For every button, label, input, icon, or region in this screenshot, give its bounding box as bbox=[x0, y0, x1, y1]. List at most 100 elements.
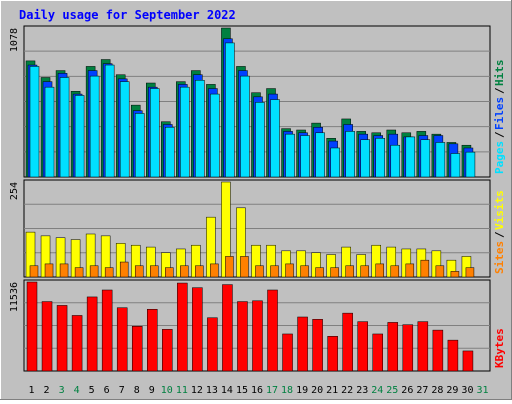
bar-sites bbox=[59, 263, 69, 278]
bar-sites bbox=[104, 267, 114, 278]
bar-sites bbox=[44, 263, 54, 278]
day-label: 31 bbox=[476, 385, 488, 396]
day-label: 12 bbox=[191, 385, 203, 396]
bar-pages bbox=[44, 86, 55, 178]
legend-hits: Hits bbox=[493, 60, 506, 87]
bar-sites bbox=[195, 265, 204, 278]
bar-kbytes bbox=[192, 287, 203, 372]
bar-sites bbox=[255, 265, 264, 278]
bar-pages bbox=[315, 132, 325, 178]
legend-kbytes: KBytes bbox=[493, 328, 506, 368]
bar-sites bbox=[435, 265, 445, 278]
day-label: 30 bbox=[461, 385, 473, 396]
bar-sites bbox=[420, 259, 430, 278]
bar-kbytes bbox=[162, 329, 173, 372]
day-label: 7 bbox=[119, 385, 125, 396]
bar-pages bbox=[89, 75, 100, 178]
bar-kbytes bbox=[327, 336, 338, 372]
bar-sites bbox=[375, 263, 384, 278]
bar-kbytes bbox=[147, 309, 158, 372]
day-label: 21 bbox=[326, 385, 338, 396]
bar-sites bbox=[225, 256, 234, 278]
bar-pages bbox=[29, 66, 40, 178]
bar-pages bbox=[450, 153, 461, 178]
day-label: 5 bbox=[89, 385, 95, 396]
day-label: 8 bbox=[134, 385, 140, 396]
bar-pages bbox=[420, 139, 431, 178]
day-label: 28 bbox=[431, 385, 443, 396]
bar-kbytes bbox=[101, 289, 113, 372]
bar-sites bbox=[29, 265, 39, 278]
y-max-label: 254 bbox=[9, 182, 20, 200]
day-label: 13 bbox=[206, 385, 218, 396]
bar-kbytes bbox=[207, 317, 218, 372]
y-max-label: 11536 bbox=[9, 282, 20, 312]
bar-pages bbox=[225, 42, 235, 178]
day-label: 10 bbox=[161, 385, 173, 396]
bar-sites bbox=[89, 265, 99, 278]
bar-sites bbox=[465, 267, 475, 278]
bar-sites bbox=[180, 265, 189, 278]
day-label: 11 bbox=[176, 385, 188, 396]
bar-kbytes bbox=[86, 296, 98, 372]
bar-pages bbox=[74, 95, 85, 178]
panel-kbytes: 11536 KBytes bbox=[9, 279, 506, 372]
bar-kbytes bbox=[222, 284, 233, 372]
bar-kbytes bbox=[312, 319, 323, 372]
bar-sites bbox=[74, 267, 84, 278]
x-axis-labels: 1 2 3 4 5 6 7 8 9 10 11 12 13 14 15 16 17 18 19 20 21 22 23 24 2… bbox=[29, 385, 489, 396]
bar-sites bbox=[285, 263, 294, 278]
bar-kbytes bbox=[447, 339, 459, 372]
bar-pages bbox=[180, 86, 190, 178]
bar-kbytes bbox=[26, 281, 38, 372]
day-label: 14 bbox=[221, 385, 233, 396]
bar-pages bbox=[59, 77, 70, 178]
bar-sites bbox=[405, 263, 415, 278]
bar-sites bbox=[210, 263, 219, 278]
day-label: 26 bbox=[401, 385, 413, 396]
bar-kbytes bbox=[417, 321, 429, 372]
bar-kbytes bbox=[116, 307, 128, 372]
day-label: 15 bbox=[236, 385, 248, 396]
day-label: 23 bbox=[356, 385, 368, 396]
bar-pages bbox=[165, 126, 175, 178]
day-label: 3 bbox=[59, 385, 65, 396]
bar-pages bbox=[210, 93, 220, 178]
day-label: 6 bbox=[104, 385, 110, 396]
bar-kbytes bbox=[267, 289, 278, 372]
bar-kbytes bbox=[177, 282, 188, 372]
legend-separator: / bbox=[493, 231, 506, 238]
bar-sites bbox=[315, 267, 324, 278]
bar-kbytes bbox=[342, 312, 353, 372]
chart-panels: 1078Pages/Files/Hits254Sites/Visits11536… bbox=[9, 25, 506, 372]
bar-kbytes bbox=[402, 324, 414, 372]
day-label: 17 bbox=[266, 385, 278, 396]
bar-sites bbox=[240, 256, 249, 278]
right-legend: Sites /Visits bbox=[493, 190, 506, 274]
bar-kbytes bbox=[372, 333, 383, 372]
y-max-label: 1078 bbox=[9, 28, 20, 52]
day-label: 20 bbox=[311, 385, 323, 396]
bar-kbytes bbox=[131, 326, 143, 372]
bar-pages bbox=[240, 75, 250, 178]
panel-visits: 254 Sites /Visits bbox=[9, 179, 506, 278]
bar-kbytes bbox=[357, 321, 368, 372]
day-label: 24 bbox=[371, 385, 383, 396]
day-label: 29 bbox=[446, 385, 458, 396]
bar-sites bbox=[450, 271, 460, 278]
day-label: 2 bbox=[44, 385, 50, 396]
legend-separator: / bbox=[493, 131, 506, 138]
bar-pages bbox=[435, 142, 446, 178]
day-label: 27 bbox=[416, 385, 428, 396]
bar-sites bbox=[330, 267, 339, 278]
legend-sites: Sites bbox=[493, 241, 506, 274]
day-label: 1 bbox=[29, 385, 35, 396]
day-label: 9 bbox=[149, 385, 155, 396]
bar-sites bbox=[390, 265, 400, 278]
bar-sites bbox=[270, 265, 279, 278]
bar-pages bbox=[104, 64, 115, 178]
legend-pages: Pages bbox=[493, 141, 506, 174]
